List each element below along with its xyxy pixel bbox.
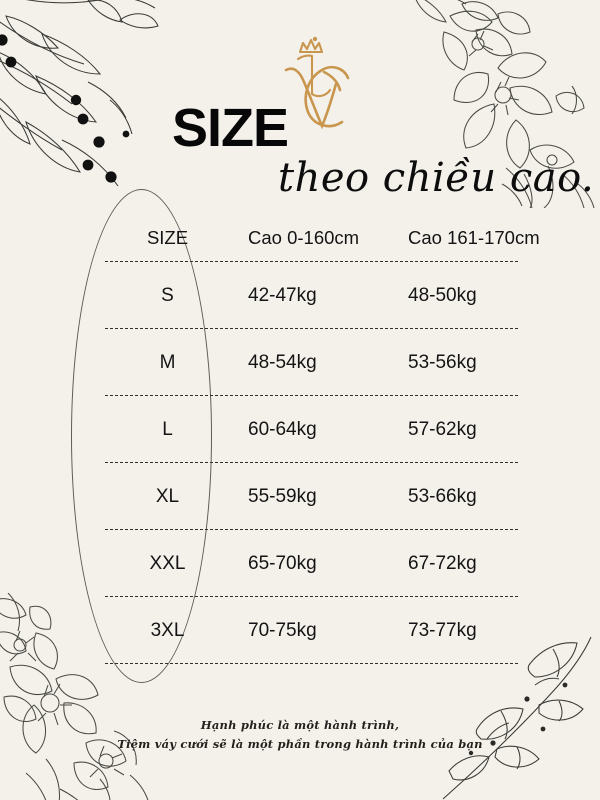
cell-weight-range-b: 53-56kg <box>408 351 477 373</box>
row-divider <box>105 395 518 396</box>
column-header-size: SIZE <box>146 227 189 248</box>
column-header-height-b: Cao 161-170cm <box>408 227 540 248</box>
row-divider <box>105 663 518 664</box>
table-row: M 48-54kg 53-56kg <box>105 329 518 396</box>
cell-weight-range-a: 65-70kg <box>248 552 317 574</box>
cell-size: XXL <box>149 552 186 574</box>
cell-weight-range-a: 70-75kg <box>248 619 317 641</box>
size-column-highlight-ellipse <box>71 189 212 683</box>
table-row: 3XL 70-75kg 73-77kg <box>105 597 518 664</box>
cell-size: XL <box>155 485 180 507</box>
cell-size: L <box>162 418 173 440</box>
floral-branch-berries-icon <box>0 0 159 187</box>
page-title: SIZE <box>172 98 289 158</box>
column-header-height-a: Cao 0-160cm <box>248 227 360 248</box>
footer-line-1: Hạnh phúc là một hành trình, <box>200 718 400 732</box>
cell-weight-range-b: 73-77kg <box>408 619 477 641</box>
cell-size: S <box>161 284 174 306</box>
cell-weight-range-a: 48-54kg <box>248 351 317 373</box>
table-row: S 42-47kg 48-50kg <box>105 262 518 329</box>
size-table: SIZE Cao 0-160cm Cao 161-170cm S 42-47kg… <box>105 214 540 664</box>
cell-weight-range-b: 48-50kg <box>408 284 477 306</box>
row-divider <box>105 462 518 463</box>
cell-weight-range-b: 67-72kg <box>408 552 477 574</box>
cell-weight-range-a: 42-47kg <box>248 284 317 306</box>
footer-line-2: Tiệm váy cưới sẽ là một phần trong hành … <box>117 736 483 751</box>
row-divider <box>105 261 518 262</box>
cell-size: M <box>159 351 176 373</box>
table-header-row: SIZE Cao 0-160cm Cao 161-170cm <box>105 214 540 262</box>
crown-monogram-logo-icon <box>284 36 350 130</box>
cell-weight-range-a: 55-59kg <box>248 485 317 507</box>
cell-size: 3XL <box>150 619 185 641</box>
row-divider <box>105 529 518 530</box>
table-row: XL 55-59kg 53-66kg <box>105 463 518 530</box>
row-divider <box>105 596 518 597</box>
cell-weight-range-b: 53-66kg <box>408 485 477 507</box>
row-divider <box>105 328 518 329</box>
cell-weight-range-b: 57-62kg <box>408 418 477 440</box>
cell-weight-range-a: 60-64kg <box>248 418 317 440</box>
footer-tagline: Hạnh phúc là một hành trình, Tiệm váy cư… <box>0 716 600 753</box>
page-subtitle: theo chiều cao. <box>278 155 595 201</box>
table-row: L 60-64kg 57-62kg <box>105 396 518 463</box>
table-row: XXL 65-70kg 67-72kg <box>105 530 518 597</box>
